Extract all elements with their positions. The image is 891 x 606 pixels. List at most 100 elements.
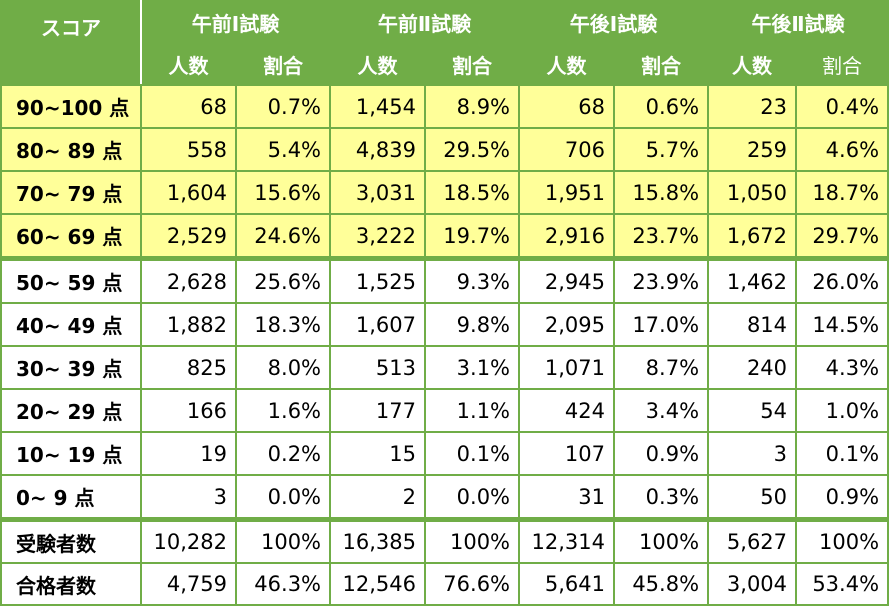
ratio-cell: 17.0%	[613, 302, 710, 347]
count-cell: 3,222	[329, 213, 427, 261]
count-cell: 4,839	[329, 127, 427, 172]
ratio-cell: 0.1%	[795, 431, 890, 476]
count-cell: 814	[707, 302, 798, 347]
count-cell: 424	[518, 388, 616, 433]
count-cell: 513	[329, 345, 427, 390]
ratio-cell: 23.7%	[613, 213, 710, 261]
count-cell: 10,282	[140, 518, 237, 564]
row-label: 40~ 49 点	[0, 302, 142, 347]
ratio-cell: 23.9%	[613, 257, 710, 304]
count-cell: 2,628	[140, 257, 237, 304]
row-label: 0~ 9 点	[0, 474, 142, 522]
ratio-cell: 8.0%	[234, 345, 332, 390]
ratio-cell: 18.5%	[424, 170, 521, 215]
ratio-cell: 76.6%	[424, 562, 521, 606]
row-label: 80~ 89 点	[0, 127, 142, 172]
row-label: 受験者数	[0, 518, 142, 564]
row-label: 20~ 29 点	[0, 388, 142, 433]
score-row: 90~100 点 68 0.7% 1,454 8.9% 68 0.6% 23 0.4%	[0, 84, 890, 129]
ratio-cell: 0.6%	[613, 84, 710, 129]
score-row: 30~ 39 点 825 8.0% 513 3.1% 1,071 8.7% 240 4.3%	[0, 345, 890, 390]
count-cell: 68	[518, 84, 616, 129]
count-cell: 1,882	[140, 302, 237, 347]
row-label: 50~ 59 点	[0, 257, 142, 304]
ratio-cell: 15.8%	[613, 170, 710, 215]
count-cell: 31	[518, 474, 616, 522]
score-row: 60~ 69 点 2,529 24.6% 3,222 19.7% 2,916 23.7% 1,…	[0, 213, 890, 261]
ratio-header: 割合	[424, 43, 521, 86]
row-label: 合格者数	[0, 562, 142, 606]
ratio-cell: 100%	[613, 518, 710, 564]
count-cell: 1,604	[140, 170, 237, 215]
score-row: 0~ 9 点 3 0.0% 2 0.0% 31 0.3% 50 0.9%	[0, 474, 890, 522]
row-label: 90~100 点	[0, 84, 142, 129]
count-cell: 54	[707, 388, 798, 433]
count-cell: 1,462	[707, 257, 798, 304]
count-cell: 2,916	[518, 213, 616, 261]
ratio-cell: 0.4%	[795, 84, 890, 129]
ratio-cell: 25.6%	[234, 257, 332, 304]
score-row: 70~ 79 点 1,604 15.6% 3,031 18.5% 1,951 15.8% 1,…	[0, 170, 890, 215]
header-group-row: スコア 午前Ⅰ試験 午前Ⅱ試験 午後Ⅰ試験 午後Ⅱ試験	[0, 0, 890, 86]
count-cell: 16,385	[329, 518, 427, 564]
count-cell: 1,071	[518, 345, 616, 390]
total-row: 受験者数 10,282 100% 16,385 100% 12,314 100% 5,627 1…	[0, 518, 890, 564]
score-row: 20~ 29 点 166 1.6% 177 1.1% 424 3.4% 54 1.0%	[0, 388, 890, 433]
ratio-cell: 0.9%	[613, 431, 710, 476]
exam-header-am1: 午前Ⅰ試験	[139, 0, 332, 45]
ratio-cell: 0.0%	[424, 474, 521, 522]
exam-header-pm2: 午後Ⅱ試験	[707, 0, 890, 45]
exam-header-pm1: 午後Ⅰ試験	[518, 0, 710, 45]
count-cell: 23	[707, 84, 798, 129]
count-cell: 825	[140, 345, 237, 390]
count-cell: 4,759	[140, 562, 237, 606]
count-header: 人数	[518, 43, 616, 86]
count-cell: 12,546	[329, 562, 427, 606]
count-cell: 1,951	[518, 170, 616, 215]
ratio-cell: 3.1%	[424, 345, 521, 390]
ratio-cell: 24.6%	[234, 213, 332, 261]
count-cell: 3	[707, 431, 798, 476]
count-cell: 68	[140, 84, 237, 129]
ratio-cell: 18.3%	[234, 302, 332, 347]
score-row: 40~ 49 点 1,882 18.3% 1,607 9.8% 2,095 17.0% 814…	[0, 302, 890, 347]
ratio-cell: 9.8%	[424, 302, 521, 347]
ratio-cell: 18.7%	[795, 170, 890, 215]
ratio-cell: 100%	[795, 518, 890, 564]
score-row: 10~ 19 点 19 0.2% 15 0.1% 107 0.9% 3 0.1%	[0, 431, 890, 476]
ratio-cell: 5.4%	[234, 127, 332, 172]
ratio-cell: 1.0%	[795, 388, 890, 433]
ratio-cell: 45.8%	[613, 562, 710, 606]
ratio-cell: 0.3%	[613, 474, 710, 522]
count-cell: 3,004	[707, 562, 798, 606]
ratio-cell: 0.0%	[234, 474, 332, 522]
ratio-header: 割合	[613, 43, 710, 86]
count-cell: 1,607	[329, 302, 427, 347]
ratio-cell: 0.7%	[234, 84, 332, 129]
header-sub-row: 人数 割合 人数 割合 人数 割合 人数 割合	[1, 43, 890, 86]
ratio-cell: 15.6%	[234, 170, 332, 215]
ratio-cell: 8.7%	[613, 345, 710, 390]
count-cell: 12,314	[518, 518, 616, 564]
ratio-cell: 29.5%	[424, 127, 521, 172]
count-header: 人数	[329, 43, 427, 86]
total-row: 合格者数 4,759 46.3% 12,546 76.6% 5,641 45.8% 3,004…	[0, 562, 890, 606]
ratio-cell: 14.5%	[795, 302, 890, 347]
row-label: 10~ 19 点	[0, 431, 142, 476]
row-label: 70~ 79 点	[0, 170, 142, 215]
ratio-header: 割合	[234, 43, 332, 86]
count-cell: 558	[140, 127, 237, 172]
score-row: 80~ 89 点 558 5.4% 4,839 29.5% 706 5.7% 259 4.6%	[0, 127, 890, 172]
count-cell: 1,672	[707, 213, 798, 261]
ratio-cell: 4.6%	[795, 127, 890, 172]
count-cell: 1,454	[329, 84, 427, 129]
ratio-cell: 0.1%	[424, 431, 521, 476]
ratio-cell: 4.3%	[795, 345, 890, 390]
ratio-cell: 19.7%	[424, 213, 521, 261]
ratio-cell: 3.4%	[613, 388, 710, 433]
row-label: 60~ 69 点	[0, 213, 142, 261]
count-cell: 3,031	[329, 170, 427, 215]
ratio-cell: 100%	[234, 518, 332, 564]
score-row: 50~ 59 点 2,628 25.6% 1,525 9.3% 2,945 23.9% 1,4…	[0, 257, 890, 304]
